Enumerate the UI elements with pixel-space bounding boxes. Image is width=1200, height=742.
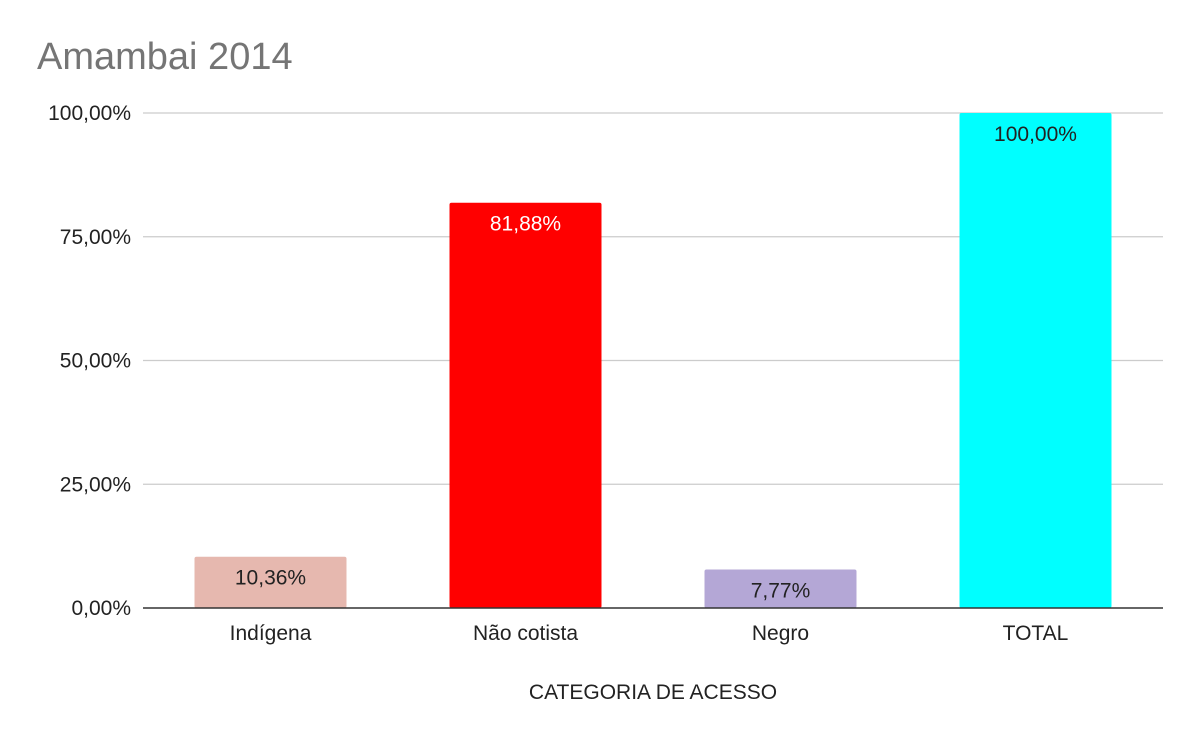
category-labels: Indígena Não cotista Negro TOTAL [230, 622, 1069, 645]
chart-title: Amambai 2014 [37, 36, 293, 78]
y-axis-ticks: 0,00% 25,00% 50,00% 75,00% 100,00% [48, 102, 131, 620]
category-label: TOTAL [1003, 622, 1069, 645]
bar [449, 202, 602, 608]
data-label: 7,77% [751, 580, 811, 603]
bar [959, 113, 1112, 608]
category-label: Não cotista [473, 622, 578, 645]
x-axis-title: CATEGORIA DE ACESSO [529, 681, 777, 704]
bar [704, 569, 857, 608]
bar [194, 556, 347, 608]
category-label: Negro [752, 622, 809, 645]
data-labels: 10,36% 81,88% 7,77% 100,00% [235, 123, 1077, 603]
y-tick-label: 75,00% [60, 226, 131, 249]
data-label: 81,88% [490, 213, 561, 236]
category-label: Indígena [230, 622, 312, 645]
y-tick-label: 50,00% [60, 350, 131, 373]
y-tick-label: 25,00% [60, 473, 131, 496]
data-label: 10,36% [235, 567, 306, 590]
y-tick-label: 100,00% [48, 102, 131, 125]
y-tick-label: 0,00% [71, 597, 131, 620]
bars [194, 113, 1112, 608]
data-label: 100,00% [994, 123, 1077, 146]
